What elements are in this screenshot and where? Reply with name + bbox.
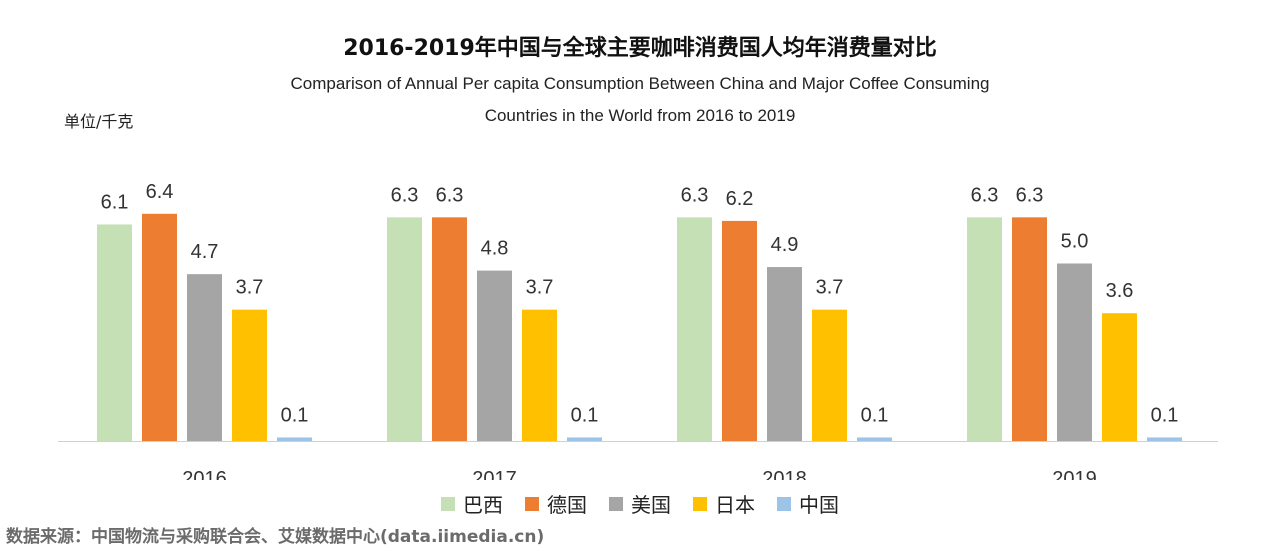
data-label-2016-美国: 4.7	[191, 241, 219, 263]
legend-label: 巴西	[463, 493, 503, 517]
chart-title: 2016-2019年中国与全球主要咖啡消费国人均年消费量对比	[343, 36, 937, 61]
data-label-2016-日本: 3.7	[236, 277, 264, 299]
source-note: 数据来源：中国物流与采购联合会、艾媒数据中心(data.iimedia.cn)	[6, 527, 545, 547]
legend-swatch	[441, 496, 455, 511]
legend-swatch	[693, 496, 707, 511]
bar-2017-日本	[522, 309, 557, 441]
bar-2019-巴西	[967, 217, 1002, 441]
bar-2019-中国	[1147, 437, 1182, 441]
bar-2018-美国	[767, 267, 802, 441]
data-label-2018-德国: 6.2	[726, 188, 754, 210]
legend-swatch	[609, 496, 623, 511]
data-label-2017-美国: 4.8	[481, 238, 509, 260]
data-label-2017-中国: 0.1	[571, 404, 599, 426]
data-label-2019-中国: 0.1	[1151, 404, 1179, 426]
data-label-2016-德国: 6.4	[146, 181, 174, 203]
data-label-2019-日本: 3.6	[1106, 280, 1134, 302]
legend-label: 德国	[547, 493, 587, 517]
data-label-2017-德国: 6.3	[436, 184, 464, 206]
bar-2018-巴西	[677, 217, 712, 441]
data-label-2018-日本: 3.7	[816, 277, 844, 299]
bar-2016-中国	[277, 437, 312, 441]
bar-2019-美国	[1057, 263, 1092, 441]
data-label-2019-美国: 5.0	[1061, 231, 1089, 253]
legend-swatch	[777, 496, 791, 511]
data-label-2018-美国: 4.9	[771, 234, 799, 256]
legend-item-日本: 日本	[693, 489, 755, 518]
data-label-2016-中国: 0.1	[281, 404, 309, 426]
bar-2018-中国	[857, 437, 892, 441]
bar-2016-德国	[142, 213, 177, 441]
unit-label: 单位/千克	[64, 112, 134, 131]
bar-2019-日本	[1102, 313, 1137, 441]
legend-swatch	[525, 496, 539, 511]
bar-2019-德国	[1012, 217, 1047, 441]
bar-2018-日本	[812, 309, 847, 441]
bar-2017-美国	[477, 270, 512, 441]
bar-2017-中国	[567, 437, 602, 441]
chart-subtitle-line1: Comparison of Annual Per capita Consumpt…	[290, 74, 990, 93]
chart-subtitle-line2: Countries in the World from 2016 to 2019	[484, 106, 796, 125]
data-label-2017-日本: 3.7	[526, 277, 554, 299]
legend-item-德国: 德国	[525, 489, 587, 518]
data-label-2019-德国: 6.3	[1016, 184, 1044, 206]
legend-item-巴西: 巴西	[441, 489, 503, 518]
data-label-2018-巴西: 6.3	[681, 184, 709, 206]
x-tick-label-2019: 2019	[1052, 468, 1097, 480]
data-label-2019-巴西: 6.3	[971, 184, 999, 206]
bar-chart: 6.1 6.4 4.7 3.7 0.1 2016 6.3 6.3 4.8 3.7 0.1 2017 6.…	[58, 181, 1218, 480]
x-tick-label-2017: 2017	[472, 468, 517, 480]
bar-2016-美国	[187, 274, 222, 441]
legend-label: 中国	[799, 493, 839, 517]
x-tick-label-2018: 2018	[762, 468, 807, 480]
bar-2017-巴西	[387, 217, 422, 441]
legend-label: 美国	[631, 493, 671, 517]
x-tick-label-2016: 2016	[182, 468, 227, 480]
data-label-2017-巴西: 6.3	[391, 184, 419, 206]
bar-2016-巴西	[97, 224, 132, 441]
legend-item-美国: 美国	[609, 489, 671, 518]
data-label-2018-中国: 0.1	[861, 404, 889, 426]
bar-2018-德国	[722, 220, 757, 441]
data-label-2016-巴西: 6.1	[101, 191, 129, 213]
legend: 巴西 德国 美国 日本 中国	[0, 489, 1280, 518]
legend-item-中国: 中国	[777, 489, 839, 518]
legend-label: 日本	[715, 493, 755, 517]
bar-2017-德国	[432, 217, 467, 441]
bar-2016-日本	[232, 309, 267, 441]
